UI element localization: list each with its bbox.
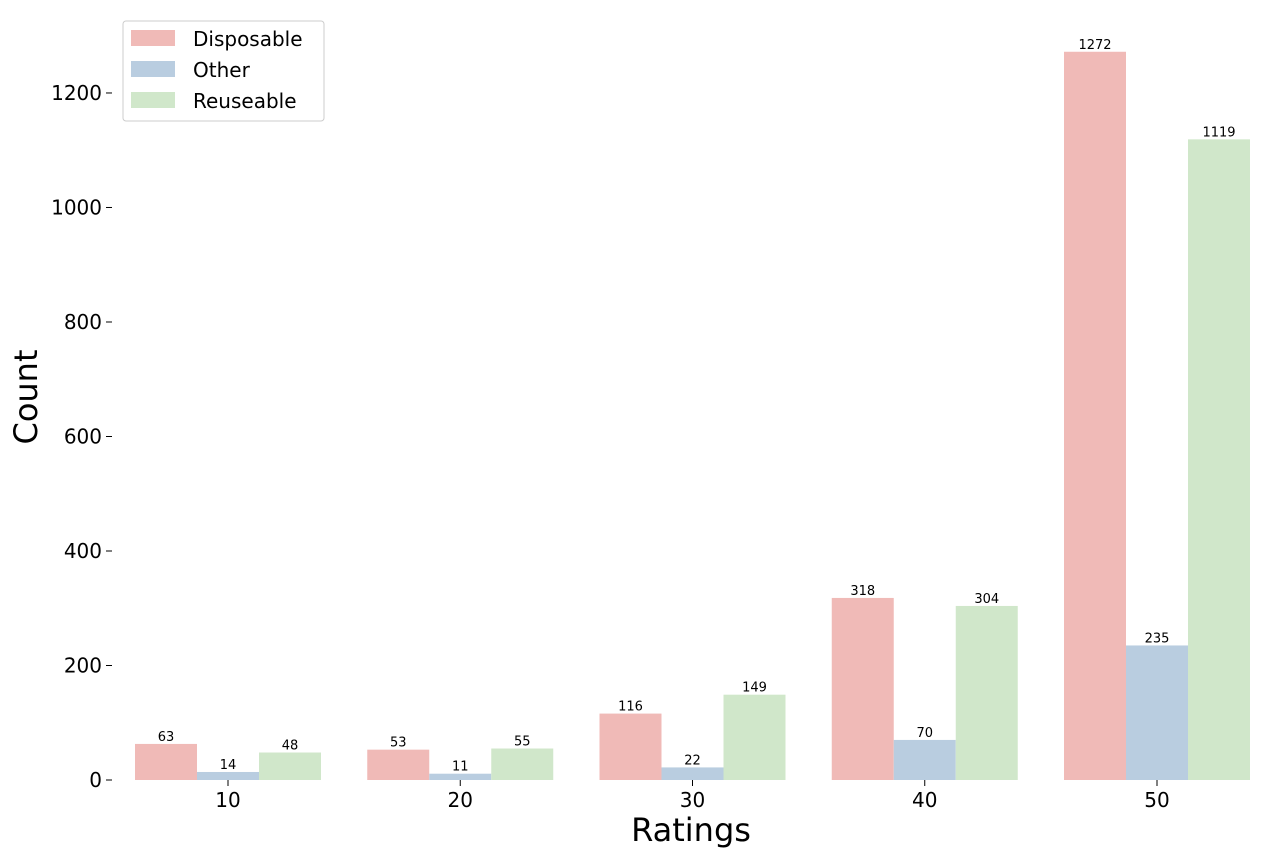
x-axis: 10 20 30 40 50 xyxy=(215,780,1170,812)
bar-value-label: 116 xyxy=(618,700,643,715)
y-tick-label: 600 xyxy=(64,424,102,448)
y-tick-label: 0 xyxy=(89,768,102,792)
x-tick-label: 50 xyxy=(1144,788,1169,812)
legend-label: Reuseable xyxy=(193,89,297,113)
bar-value-label: 149 xyxy=(742,681,767,696)
x-tick-label: 10 xyxy=(215,788,240,812)
bar-labels: 63 53 116 318 1272 14 11 22 70 235 48 55 149 304 1119 xyxy=(158,38,1236,775)
bar-other-10 xyxy=(197,771,259,780)
bar-disposable-40 xyxy=(831,597,894,780)
x-tick-label: 20 xyxy=(448,788,473,812)
legend-swatch xyxy=(131,30,175,46)
bar-other-40 xyxy=(893,739,956,780)
bar-other-20 xyxy=(429,773,492,780)
bar-disposable-30 xyxy=(599,713,662,780)
legend-swatch xyxy=(131,61,175,77)
bar-other-50 xyxy=(1126,645,1188,780)
bar-value-label: 22 xyxy=(684,753,701,768)
bar-reuseable-40 xyxy=(955,605,1018,780)
legend: Disposable Other Reuseable xyxy=(122,20,325,122)
legend-label: Other xyxy=(193,58,251,82)
bar-reuseable-20 xyxy=(491,748,554,780)
bar-value-label: 70 xyxy=(916,726,933,741)
bar-value-label: 11 xyxy=(452,760,469,775)
bar-reuseable-10 xyxy=(259,752,321,780)
bar-value-label: 48 xyxy=(282,739,299,754)
bar-value-label: 235 xyxy=(1145,631,1170,646)
legend-label: Disposable xyxy=(193,27,303,51)
y-tick-label: 800 xyxy=(64,310,102,334)
bar-value-label: 63 xyxy=(158,730,175,745)
bar-value-label: 53 xyxy=(390,736,407,751)
bar-reuseable-30 xyxy=(723,694,786,780)
x-axis-title: Ratings xyxy=(631,811,751,849)
bar-disposable-20 xyxy=(367,749,430,780)
y-axis: 0 200 400 600 800 1000 1200 xyxy=(51,81,112,792)
x-tick-label: 40 xyxy=(912,788,937,812)
y-tick-label: 400 xyxy=(64,539,102,563)
legend-swatch xyxy=(131,92,175,108)
bar-other-30 xyxy=(661,767,724,780)
x-tick-label: 30 xyxy=(680,788,705,812)
bar-reuseable-50 xyxy=(1188,139,1250,781)
y-axis-title: Count xyxy=(7,349,45,444)
y-tick-label: 1000 xyxy=(51,195,102,219)
bar-value-label: 318 xyxy=(850,584,875,599)
bar-value-label: 304 xyxy=(974,592,999,607)
bars xyxy=(135,51,1250,781)
bar-value-label: 14 xyxy=(220,758,237,773)
bar-disposable-50 xyxy=(1064,51,1126,780)
y-tick-label: 1200 xyxy=(51,81,102,105)
y-tick-label: 200 xyxy=(64,653,102,677)
bar-value-label: 1272 xyxy=(1078,38,1111,53)
bar-value-label: 1119 xyxy=(1202,125,1235,140)
bar-disposable-10 xyxy=(135,743,197,780)
bar-value-label: 55 xyxy=(514,735,531,750)
